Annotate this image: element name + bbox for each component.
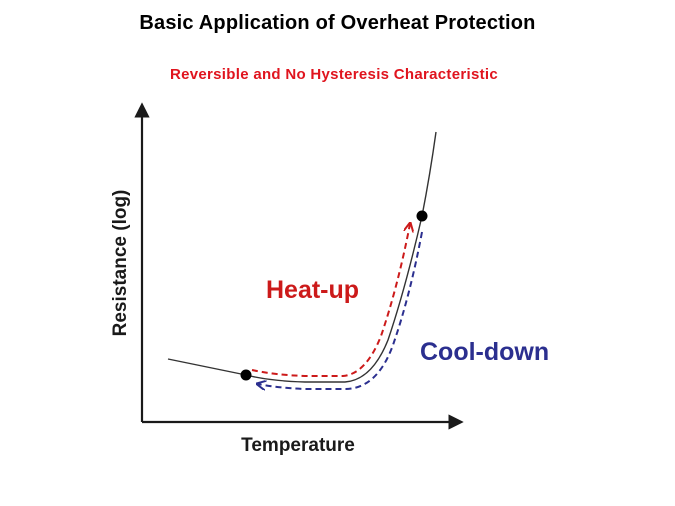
cool-down-label: Cool-down	[420, 338, 549, 366]
heat-up-label: Heat-up	[266, 276, 359, 304]
high-temperature-point	[416, 210, 428, 222]
y-axis-label: Resistance (log)	[110, 190, 131, 337]
heat-up-path	[251, 224, 410, 377]
low-temperature-point	[240, 369, 252, 381]
cool-down-path	[258, 231, 423, 389]
page-subtitle: Reversible and No Hysteresis Characteris…	[169, 66, 499, 83]
x-axis-label: Temperature	[241, 435, 355, 456]
resistance-curve	[167, 131, 437, 383]
page-title: Basic Application of Overheat Protection	[139, 12, 536, 34]
